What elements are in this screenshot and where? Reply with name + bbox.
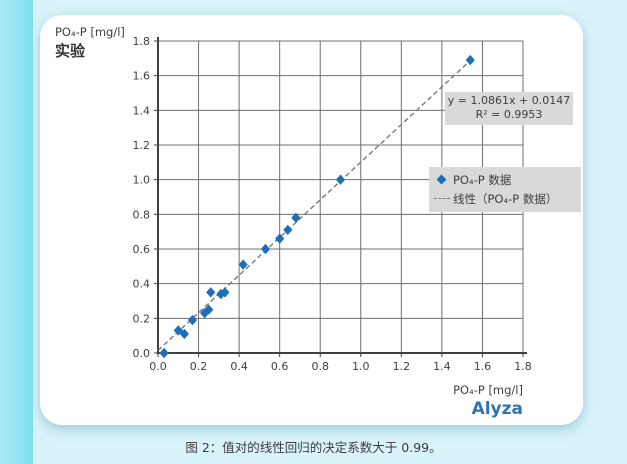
legend: PO₄-P 数据 线性（PO₄-P 数据） — [429, 167, 581, 212]
equation-box: y = 1.0861x + 0.0147 R² = 0.9953 — [445, 92, 573, 125]
x-tick-label: 0.4 — [230, 360, 248, 373]
y-tick-label: 0.0 — [133, 347, 151, 360]
y-tick-label: 0.4 — [133, 278, 151, 291]
x-tick-label: 1.4 — [433, 360, 451, 373]
data-point — [465, 54, 475, 66]
x-tick-label: 1.0 — [352, 360, 370, 373]
trendline — [157, 57, 474, 351]
data-point — [187, 314, 198, 326]
y-tick-label: 0.6 — [133, 243, 151, 256]
x-tick-label: 1.6 — [474, 360, 492, 373]
dashed-line-icon — [433, 198, 450, 199]
x-axis-subtitle-text: Alyza — [471, 398, 523, 419]
data-point — [291, 212, 301, 223]
y-tick-label: 1.6 — [133, 70, 151, 83]
y-tick-label: 0.8 — [133, 208, 151, 221]
data-point — [206, 287, 216, 298]
data-point — [220, 287, 230, 298]
data-point — [238, 259, 248, 270]
y-tick-label: 1.2 — [133, 139, 151, 152]
equation-text: y = 1.0861x + 0.0147 — [447, 94, 571, 107]
data-point — [204, 304, 214, 315]
legend-label-points: PO₄-P 数据 — [453, 172, 512, 187]
x-axis-title: PO₄-P [mg/l] Alyza — [453, 383, 523, 419]
data-point — [159, 347, 169, 359]
legend-label-trendline: 线性（PO₄-P 数据） — [453, 191, 558, 206]
chart-card: PO₄-P [mg/l] 实验 0.0 0.2 0.4 0.6 0.8 1.0 1.2 1.4… — [40, 15, 583, 425]
y-axis-subtitle-text: 实验 — [55, 42, 86, 61]
legend-item-trendline: 线性（PO₄-P 数据） — [429, 189, 581, 208]
y-tick-label: 1.8 — [133, 35, 151, 48]
x-tick-label: 0.6 — [271, 360, 289, 373]
scatter-plot: 0.0 0.2 0.4 0.6 0.8 1.0 1.2 1.4 1.6 1.8 0.0 0.2 0.4 0… — [133, 35, 532, 373]
figure-caption: 图 2：值对的线性回归的决定系数大于 0.99。 — [185, 440, 442, 455]
data-point — [179, 328, 189, 340]
x-tick-label: 0.2 — [190, 360, 208, 373]
y-tick-label: 1.0 — [133, 174, 151, 187]
legend-marker-cell — [433, 198, 450, 199]
r-squared-text: R² = 0.9953 — [475, 108, 543, 121]
x-tick-label: 0.0 — [149, 360, 167, 373]
y-tick-label: 0.2 — [133, 312, 151, 325]
data-point — [283, 224, 293, 236]
y-axis-title-text: PO₄-P [mg/l] — [55, 25, 125, 39]
y-tick-label: 1.4 — [133, 104, 151, 117]
data-point — [335, 174, 346, 185]
x-tick-label: 0.8 — [311, 360, 329, 373]
diamond-marker-icon — [436, 174, 447, 185]
x-tick-label: 1.8 — [514, 360, 532, 373]
legend-item-points: PO₄-P 数据 — [429, 170, 581, 189]
x-axis-title-text: PO₄-P [mg/l] — [453, 383, 523, 397]
y-axis-title: PO₄-P [mg/l] 实验 — [55, 25, 125, 61]
data-point — [260, 243, 271, 255]
left-accent-strip — [0, 0, 33, 464]
x-tick-label: 1.2 — [393, 360, 411, 373]
legend-marker-cell — [433, 174, 450, 185]
